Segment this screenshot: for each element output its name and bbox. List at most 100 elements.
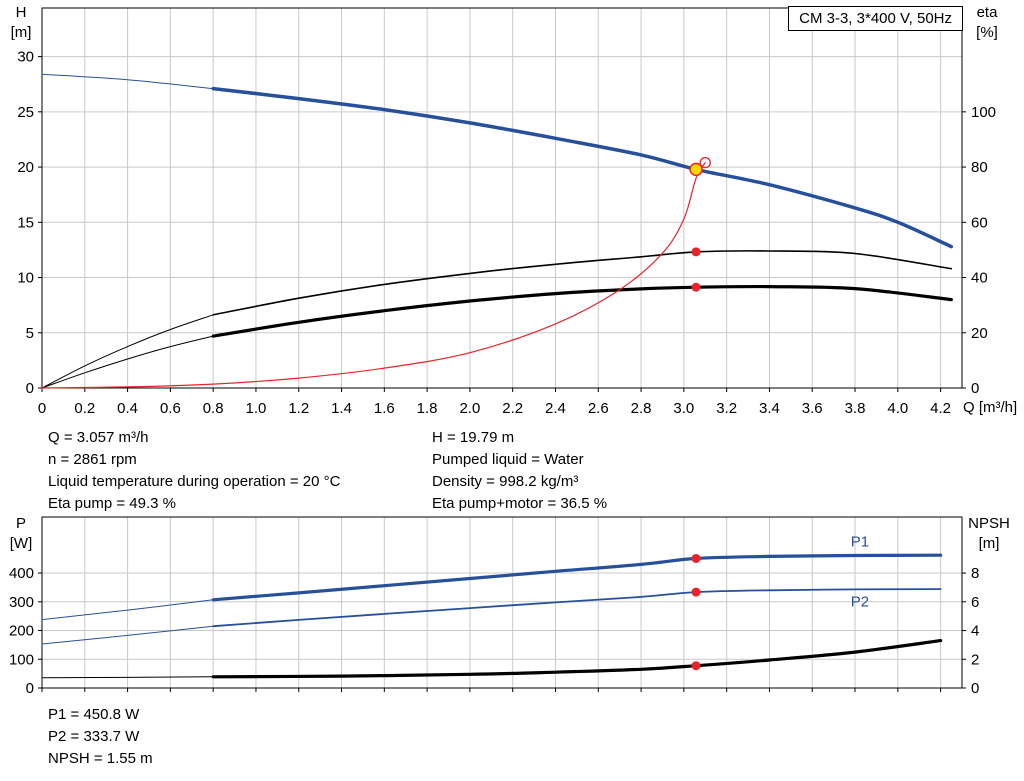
right-tick-label: 6	[971, 594, 979, 611]
x-tick-label: 0	[38, 400, 46, 417]
x-tick-label: 0.2	[74, 400, 95, 417]
p1-curve	[211, 553, 943, 602]
y-tick-label: 5	[26, 325, 34, 342]
x-tick-label: 0.8	[203, 400, 224, 417]
x-tick-label: 3.2	[716, 400, 737, 417]
x-tick-label: 1.4	[331, 400, 352, 417]
result-line-p1: P1 = 450.8 W	[48, 706, 140, 723]
p1-curve-lowflow	[41, 599, 214, 621]
npsh-curve-lowflow	[41, 676, 214, 679]
x-tick-label: 1.8	[417, 400, 438, 417]
flow-axis-title: Q [m³/h]	[963, 399, 1018, 416]
power-axis-title-line2: [W]	[9, 535, 33, 552]
x-tick-label: 0.4	[117, 400, 138, 417]
eta-pump-curve-lowflow	[41, 314, 214, 389]
p1-point	[691, 553, 701, 563]
y-tick-label: 25	[17, 104, 34, 121]
x-tick-label: 2.0	[459, 400, 480, 417]
right-tick-label: 100	[971, 104, 996, 121]
x-tick-label: 2.8	[631, 400, 652, 417]
eta-pump-motor-point	[691, 282, 701, 292]
power-axis-title-line1: P	[15, 515, 26, 532]
result-data-block: P1 = 450.8 W P2 = 333.7 W NPSH = 1.55 m	[48, 704, 153, 770]
operating-data-block: Q = 3.057 m³/h n = 2861 rpm Liquid tempe…	[48, 427, 988, 523]
y-tick-label: 0	[26, 380, 34, 397]
npsh-point	[691, 661, 701, 671]
p1-curve-label: P1	[851, 534, 869, 551]
right-tick-label: 0	[971, 680, 979, 697]
eta-axis-title-line2: [%]	[976, 24, 998, 41]
eta-pump-motor-curve	[211, 284, 953, 338]
p2-point	[691, 587, 701, 597]
eta-axis-title: eta [%]	[962, 3, 1012, 43]
info-line-density: Density = 998.2 kg/m³	[432, 473, 579, 490]
info-line-head: H = 19.79 m	[432, 429, 515, 446]
right-tick-label: 20	[971, 325, 988, 342]
npsh-curve	[211, 639, 943, 679]
plot-frame	[41, 7, 963, 389]
info-line-liquid: Pumped liquid = Water	[432, 451, 584, 468]
result-line-p2: P2 = 333.7 W	[48, 728, 140, 745]
eta-pump-curve	[212, 250, 953, 316]
operating-data-right-column: H = 19.79 m Pumped liquid = Water Densit…	[432, 427, 607, 515]
x-tick-label: 1.6	[374, 400, 395, 417]
x-tick-label: 3.6	[802, 400, 823, 417]
right-tick-label: 4	[971, 623, 979, 640]
right-tick-label: 80	[971, 159, 988, 176]
pump-model-box: CM 3-3, 3*400 V, 50Hz	[788, 6, 963, 31]
x-tick-label: 0.6	[160, 400, 181, 417]
npsh-axis-title-line2: [m]	[978, 535, 1000, 552]
y-tick-label: 300	[9, 594, 34, 611]
x-tick-label: 4.2	[930, 400, 951, 417]
head-axis-title-line2: [m]	[10, 24, 32, 41]
eta-axis-title-line1: eta	[976, 4, 998, 21]
x-tick-label: 3.8	[845, 400, 866, 417]
info-line-speed: n = 2861 rpm	[48, 451, 137, 468]
info-line-temperature: Liquid temperature during operation = 20…	[48, 473, 341, 490]
head-curve-lowflow	[41, 73, 214, 90]
y-tick-label: 20	[17, 159, 34, 176]
p2-curve-lowflow	[41, 625, 214, 645]
power-npsh-chart: 0 100 200 300 400 0 2 4 6 8 P1 P2	[9, 516, 979, 697]
x-tick-label: 3.0	[673, 400, 694, 417]
y-tick-label: 0	[26, 680, 34, 697]
x-tick-label: 2.2	[502, 400, 523, 417]
x-tick-label: 3.4	[759, 400, 780, 417]
head-curve	[211, 86, 954, 249]
result-line-npsh: NPSH = 1.55 m	[48, 750, 153, 767]
right-tick-label: 60	[971, 214, 988, 231]
right-tick-label: 0	[971, 380, 979, 397]
right-tick-label: 40	[971, 270, 988, 287]
info-line-eta-pump-motor: Eta pump+motor = 36.5 %	[432, 495, 608, 512]
x-tick-label: 1.0	[246, 400, 267, 417]
eta-pump-point	[691, 247, 701, 257]
y-tick-label: 10	[17, 270, 34, 287]
plot-frame	[41, 516, 963, 689]
duty-point	[689, 162, 703, 177]
y-tick-label: 100	[9, 651, 34, 668]
info-line-flow: Q = 3.057 m³/h	[48, 429, 149, 446]
y-tick-label: 30	[17, 49, 34, 66]
power-axis-title: P [W]	[2, 514, 40, 554]
hq-eta-chart: 0 0.2 0.4 0.6 0.8 1.0 1.2 1.4 1.6 1.8 2.0 2.2 2.4 2.6…	[17, 7, 996, 417]
x-tick-label: 1.2	[288, 400, 309, 417]
npsh-axis-title-line1: NPSH	[968, 515, 1010, 532]
y-tick-label: 15	[17, 214, 34, 231]
duty-point-ring	[699, 157, 711, 169]
right-tick-label: 2	[971, 651, 979, 668]
x-tick-label: 2.4	[545, 400, 566, 417]
y-tick-label: 200	[9, 623, 34, 640]
info-line-eta-pump: Eta pump = 49.3 %	[48, 495, 176, 512]
y-tick-label: 400	[9, 565, 34, 582]
npsh-axis-title: NPSH [m]	[956, 514, 1022, 554]
head-axis-title-line1: H	[15, 4, 27, 21]
x-tick-label: 2.6	[588, 400, 609, 417]
right-tick-label: 8	[971, 565, 979, 582]
eta-pump-motor-curve-lowflow	[41, 335, 214, 389]
operating-data-left-column: Q = 3.057 m³/h n = 2861 rpm Liquid tempe…	[48, 427, 340, 515]
system-curve	[41, 162, 706, 389]
p2-curve-label: P2	[851, 594, 869, 611]
head-axis-title: H [m]	[2, 3, 40, 43]
p2-curve	[212, 588, 942, 628]
